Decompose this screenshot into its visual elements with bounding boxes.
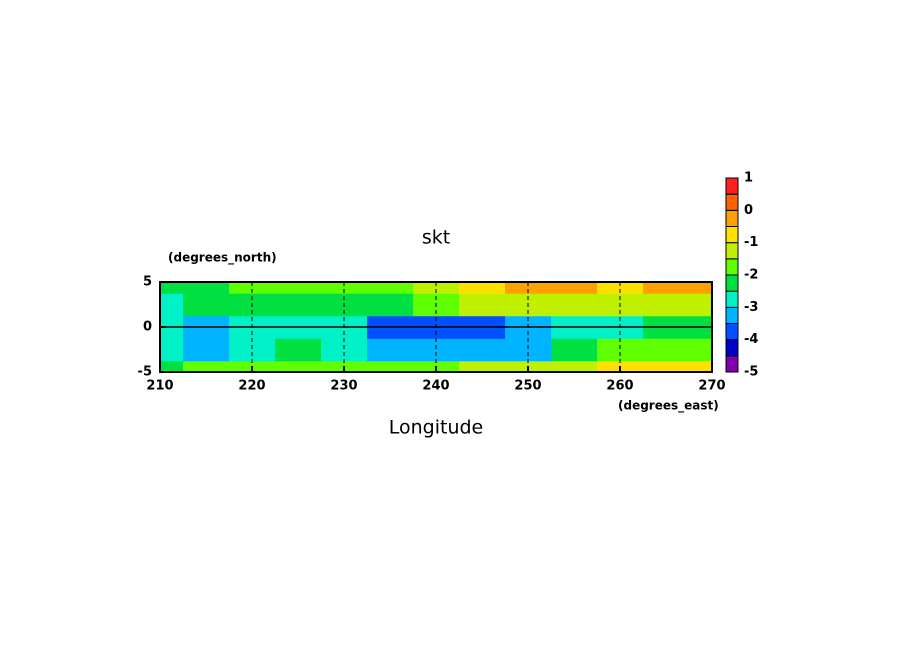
contour-cell: [160, 293, 184, 317]
contour-cell: [597, 338, 644, 362]
colorbar-label: 1: [744, 171, 753, 186]
plot-frame: [159, 281, 713, 373]
contour-cell: [413, 282, 460, 294]
contour-cell: [459, 360, 506, 372]
contour-cell: [505, 282, 552, 294]
colorbar-label: 0: [744, 203, 753, 218]
contour-cell: [183, 338, 230, 362]
colorbar-band: [725, 242, 739, 260]
x-tick-label: 210: [146, 379, 173, 394]
contour-cell: [160, 282, 184, 294]
colorbar-band: [725, 177, 739, 195]
contour-cell: [643, 282, 690, 294]
contour-cell: [367, 338, 414, 362]
contour-cell: [551, 293, 598, 317]
x-tick-label: 240: [422, 379, 449, 394]
x-tick-label: 250: [514, 379, 541, 394]
contour-cell: [275, 293, 322, 317]
contour-cell: [689, 293, 712, 317]
contour-cell: [183, 293, 230, 317]
contour-cell: [505, 338, 552, 362]
colorbar-label: -4: [744, 332, 758, 347]
colorbar-band: [725, 290, 739, 308]
contour-cell: [597, 282, 644, 294]
contour-cell: [413, 338, 460, 362]
contour-cell: [551, 360, 598, 372]
contour-cell: [689, 338, 712, 362]
colorbar-band: [725, 258, 739, 276]
contour-cell: [459, 282, 506, 294]
contour-cell: [689, 360, 712, 372]
contour-cell: [367, 293, 414, 317]
contour-cell: [367, 360, 414, 372]
contour-cell: [643, 338, 690, 362]
contour-cell: [229, 282, 276, 294]
x-tick-label: 230: [330, 379, 357, 394]
y-tick-label: 0: [143, 320, 152, 335]
contour-cell: [321, 338, 368, 362]
contour-cell: [643, 293, 690, 317]
contour-cell: [275, 338, 322, 362]
contour-cell: [160, 338, 184, 362]
contour-cell: [183, 360, 230, 372]
colorbar-band: [725, 306, 739, 325]
x-tick-label: 260: [606, 379, 633, 394]
y-tick-label: 5: [143, 275, 152, 290]
colorbar-band: [725, 209, 739, 227]
contour-cell: [183, 282, 230, 294]
contour-cell: [367, 282, 414, 294]
x-units: (degrees_east): [618, 399, 719, 414]
contour-cell: [551, 282, 598, 294]
x-tick-label: 270: [698, 379, 725, 394]
colorbar-band: [725, 323, 739, 341]
colorbar-band: [725, 226, 739, 244]
colorbar-band: [725, 193, 739, 211]
colorbar-band: [725, 355, 739, 373]
y-tick-label: -5: [138, 365, 152, 380]
colorbar-band: [725, 339, 739, 357]
x-tick-label: 220: [238, 379, 265, 394]
contour-cell: [275, 360, 322, 372]
contour-cell: [275, 282, 322, 294]
colorbar-label: -5: [744, 365, 758, 380]
contour-cell: [689, 282, 712, 294]
contour-cell: [643, 360, 690, 372]
colorbar-band: [725, 274, 739, 292]
colorbar-label: -3: [744, 300, 758, 315]
y-units: (degrees_north): [168, 251, 277, 266]
contour-cell: [459, 338, 506, 362]
x-axis-label: Longitude: [389, 417, 484, 439]
chart-title: skt: [422, 227, 450, 249]
colorbar-label: -2: [744, 268, 758, 283]
contour-cell: [321, 282, 368, 294]
colorbar-label: -1: [744, 235, 758, 250]
contour-cell: [551, 338, 598, 362]
contour-cell: [160, 360, 184, 372]
contour-cell: [229, 338, 276, 362]
contour-cell: [459, 293, 506, 317]
